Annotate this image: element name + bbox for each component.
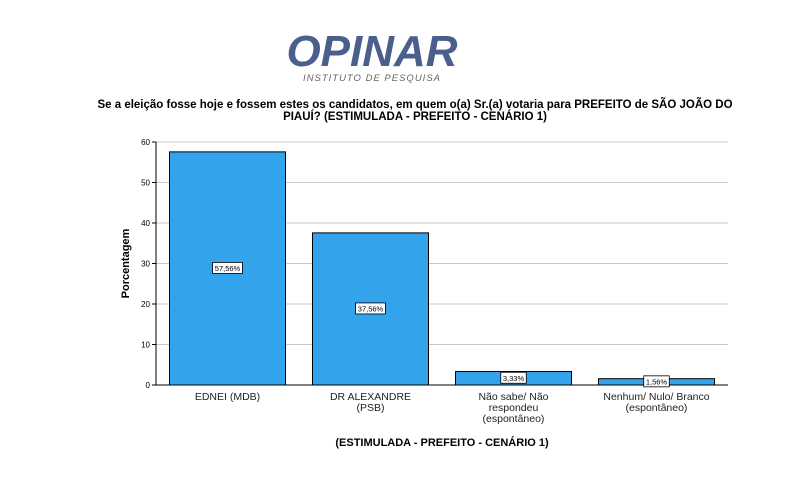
y-tick-label: 50	[141, 179, 150, 188]
x-tick-label: (espontâneo)	[483, 413, 545, 425]
x-tick-label: Não sabe/ Não	[478, 391, 548, 403]
x-tick-label: respondeu	[489, 402, 539, 414]
data-label: 57,56%	[215, 264, 241, 273]
y-tick-label: 40	[141, 219, 150, 228]
data-label-box	[500, 371, 527, 384]
data-label: 37,56%	[358, 304, 384, 313]
y-tick-label: 20	[141, 300, 150, 309]
logo-subtitle: INSTITUTO DE PESQUISA	[303, 73, 441, 84]
y-tick-label: 60	[141, 138, 150, 147]
data-label-box	[643, 375, 670, 388]
data-label-box	[355, 302, 386, 315]
y-axis-title: Porcentagem	[120, 228, 132, 298]
y-tick-label: 30	[141, 260, 150, 269]
logo-name: OPINAR	[286, 27, 457, 76]
y-tick-label: 0	[146, 381, 151, 390]
x-tick-label: EDNEI (MDB)	[195, 391, 260, 403]
data-label: 1,56%	[646, 377, 668, 386]
x-tick-label: (espontâneo)	[626, 402, 688, 414]
opinar-logo: OPINAR INSTITUTO DE PESQUISA	[286, 27, 457, 84]
y-tick-label: 10	[141, 341, 150, 350]
x-tick-label: DR ALEXANDRE	[330, 391, 411, 403]
chart-title: Se a eleição fosse hoje e fossem estes o…	[97, 99, 733, 123]
x-tick-label: (PSB)	[356, 402, 384, 414]
x-axis-title: (ESTIMULADA - PREFEITO - CENÁRIO 1)	[335, 436, 549, 449]
data-label-box	[212, 262, 243, 274]
x-tick-label: Nenhum/ Nulo/ Branco	[603, 391, 709, 403]
data-label: 3,33%	[503, 374, 525, 383]
